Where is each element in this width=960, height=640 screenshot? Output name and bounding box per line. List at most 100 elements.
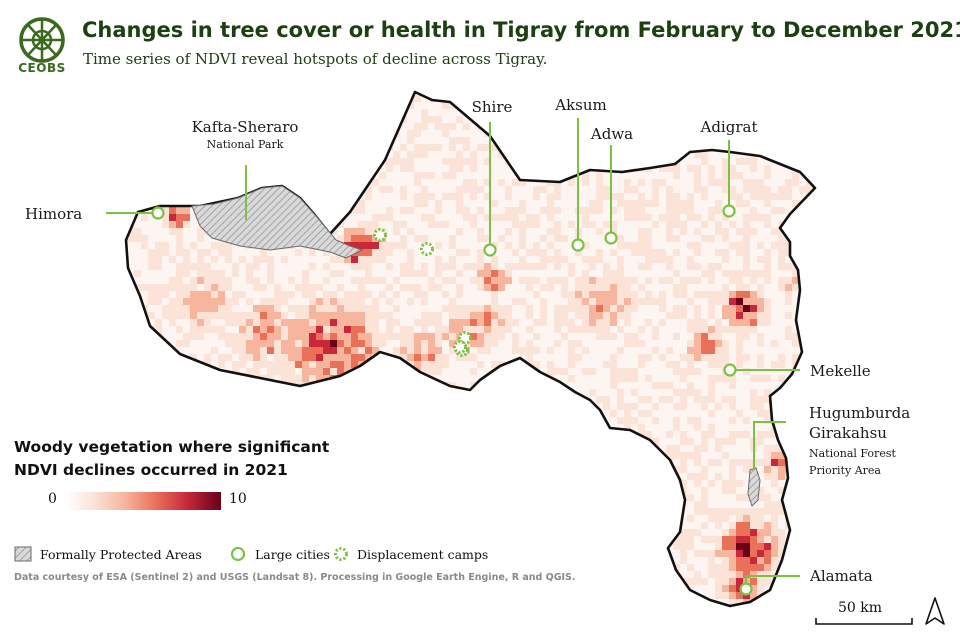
heat-cell — [547, 389, 554, 396]
heat-cell — [225, 354, 232, 361]
heat-cell — [687, 529, 694, 536]
heat-cell — [197, 326, 204, 333]
heat-cell — [267, 375, 274, 382]
heat-cell — [519, 92, 526, 95]
heat-cell — [778, 508, 785, 515]
heat-cell — [330, 452, 337, 459]
heat-cell — [778, 550, 785, 557]
heat-cell — [813, 501, 815, 508]
heat-cell — [659, 144, 666, 151]
heat-cell — [323, 340, 330, 347]
heat-cell — [519, 508, 526, 515]
heat-cell — [680, 396, 687, 403]
heat-cell — [365, 221, 372, 228]
heat-cell — [785, 249, 792, 256]
heat-cell — [169, 256, 176, 263]
heat-cell — [764, 165, 771, 172]
heat-cell — [246, 312, 253, 319]
heat-cell — [680, 403, 687, 410]
heat-cell — [610, 270, 617, 277]
heat-cell — [386, 158, 393, 165]
heat-cell — [575, 312, 582, 319]
heat-cell — [246, 347, 253, 354]
heat-cell — [407, 445, 414, 452]
heat-cell — [631, 606, 638, 613]
heat-cell — [267, 298, 274, 305]
heat-cell — [519, 179, 526, 186]
heat-cell — [414, 522, 421, 529]
heat-cell — [484, 473, 491, 480]
heat-cell — [232, 368, 239, 375]
heat-cell — [645, 459, 652, 466]
heat-cell — [764, 319, 771, 326]
heat-cell — [799, 459, 806, 466]
heat-cell — [400, 340, 407, 347]
heat-cell — [484, 417, 491, 424]
heat-cell — [750, 522, 757, 529]
heat-cell — [358, 158, 365, 165]
heat-cell — [547, 200, 554, 207]
heat-cell — [701, 270, 708, 277]
heat-cell — [309, 116, 316, 123]
heat-cell — [281, 522, 288, 529]
heat-cell — [407, 333, 414, 340]
heat-cell — [253, 326, 260, 333]
heat-cell — [316, 515, 323, 522]
heat-cell — [778, 263, 785, 270]
heat-cell — [126, 368, 127, 375]
heat-cell — [470, 165, 477, 172]
heat-cell — [610, 249, 617, 256]
heat-cell — [645, 536, 652, 543]
heat-cell — [806, 235, 813, 242]
heat-cell — [225, 606, 232, 613]
heat-cell — [176, 515, 183, 522]
heat-cell — [309, 592, 316, 599]
heat-cell — [155, 599, 162, 606]
heat-cell — [680, 368, 687, 375]
heat-cell — [666, 263, 673, 270]
heat-cell — [330, 424, 337, 431]
heat-cell — [435, 256, 442, 263]
heat-cell — [666, 186, 673, 193]
heat-cell — [162, 592, 169, 599]
heat-cell — [302, 347, 309, 354]
heat-cell — [659, 550, 666, 557]
heat-cell — [323, 130, 330, 137]
heat-cell — [365, 326, 372, 333]
heat-cell — [701, 536, 708, 543]
heat-cell — [813, 333, 815, 340]
heat-cell — [806, 585, 813, 592]
heat-cell — [505, 130, 512, 137]
heat-cell — [512, 522, 519, 529]
heat-cell — [610, 410, 617, 417]
heat-cell — [624, 151, 631, 158]
heat-cell — [659, 214, 666, 221]
heat-cell — [736, 298, 743, 305]
heat-cell — [652, 466, 659, 473]
heat-cell — [421, 193, 428, 200]
heat-cell — [197, 536, 204, 543]
heat-cell — [260, 522, 267, 529]
heat-cell — [512, 319, 519, 326]
heat-cell — [715, 207, 722, 214]
heat-cell — [218, 172, 225, 179]
heat-cell — [624, 550, 631, 557]
heat-cell — [351, 375, 358, 382]
heat-cell — [701, 522, 708, 529]
heat-cell — [764, 410, 771, 417]
heat-cell — [449, 235, 456, 242]
heat-cell — [176, 214, 183, 221]
heat-cell — [435, 347, 442, 354]
heat-cell — [379, 95, 386, 102]
heat-cell — [491, 263, 498, 270]
heat-cell — [470, 480, 477, 487]
label-hugum-sub2: Priority Area — [809, 464, 881, 477]
heat-cell — [603, 263, 610, 270]
heat-cell — [456, 326, 463, 333]
heat-cell — [792, 249, 799, 256]
heat-cell — [596, 256, 603, 263]
heat-cell — [778, 487, 785, 494]
heat-cell — [568, 452, 575, 459]
heat-cell — [379, 445, 386, 452]
heat-cell — [393, 410, 400, 417]
